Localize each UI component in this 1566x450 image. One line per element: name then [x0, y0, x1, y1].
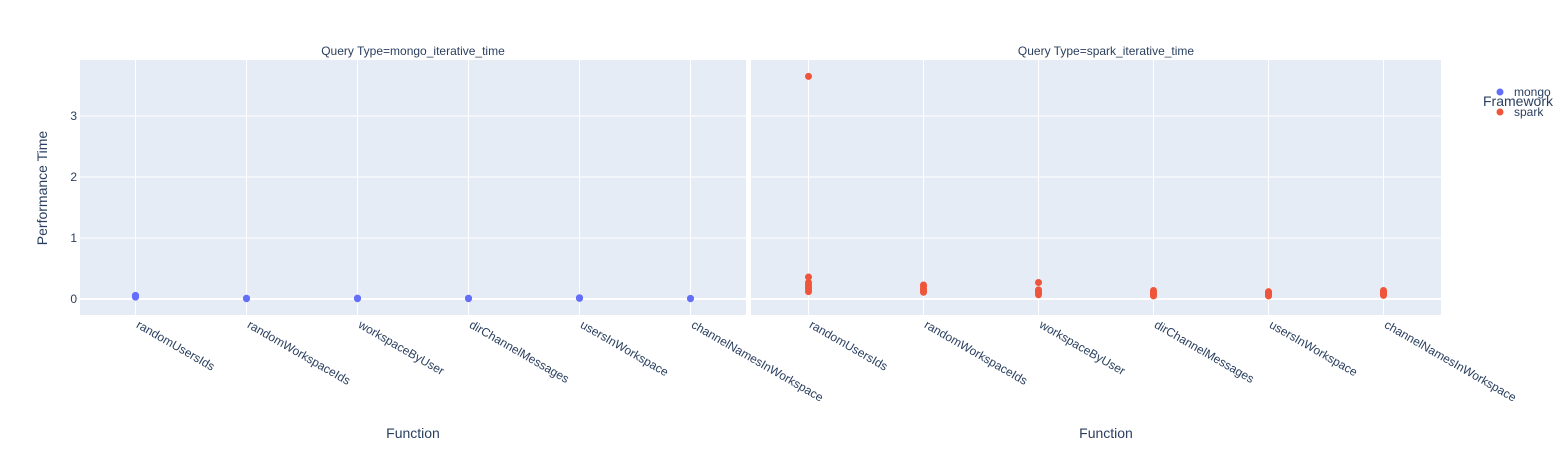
x-tick-label: usersInWorkspace	[578, 317, 671, 379]
scatter-point-spark[interactable]	[1035, 291, 1042, 299]
y-axis-title: Performance Time	[34, 131, 50, 246]
x-tick-label: randomUsersIds	[807, 317, 890, 373]
x-axis-title-mongo: Function	[386, 425, 440, 441]
legend-label-mongo: mongo	[1514, 85, 1551, 99]
x-axis-title-spark: Function	[1079, 425, 1133, 441]
x-tick-label: randomUsersIds	[134, 317, 217, 373]
scatter-point-mongo[interactable]	[465, 294, 472, 302]
scatter-point-spark[interactable]	[1035, 279, 1042, 287]
facet-panel-spark: Query Type=spark_iterative_time randomUs…	[751, 44, 1519, 405]
legend-item-spark[interactable]: spark	[1496, 105, 1545, 119]
scatter-point-mongo[interactable]	[576, 294, 583, 302]
scatter-point-mongo[interactable]	[354, 294, 361, 302]
legend-marker-spark	[1496, 108, 1504, 116]
x-tick-label: dirChannelMessages	[1152, 317, 1257, 385]
x-tick-label: workspaceByUser	[355, 317, 447, 378]
scatter-point-spark[interactable]	[805, 273, 812, 281]
y-tick-label: 1	[70, 231, 77, 245]
x-tick-label: channelNamesInWorkspace	[689, 317, 826, 404]
y-tick-label: 2	[70, 170, 77, 184]
legend: Framework mongo spark	[1483, 85, 1554, 119]
scatter-point-spark[interactable]	[805, 72, 812, 80]
plot-area-spark	[751, 60, 1441, 315]
y-tick-label: 0	[70, 292, 77, 306]
legend-marker-mongo	[1496, 88, 1504, 96]
scatter-point-spark[interactable]	[1265, 292, 1272, 300]
x-tick-label: randomWorkspaceIds	[922, 317, 1030, 387]
scatter-point-mongo[interactable]	[132, 291, 139, 299]
scatter-point-spark[interactable]	[1150, 292, 1157, 300]
x-tick-label: channelNamesInWorkspace	[1382, 317, 1519, 404]
y-tick-label: 3	[70, 109, 77, 123]
facet-panel-mongo: Query Type=mongo_iterative_time randomUs…	[80, 44, 826, 405]
x-tick-label: randomWorkspaceIds	[245, 317, 353, 387]
plot-area-mongo	[80, 60, 746, 315]
x-tick-label: usersInWorkspace	[1267, 317, 1360, 379]
x-tick-label: workspaceByUser	[1036, 317, 1128, 378]
legend-label-spark: spark	[1514, 105, 1544, 119]
scatter-point-mongo[interactable]	[243, 294, 250, 302]
legend-item-mongo[interactable]: mongo	[1496, 85, 1552, 99]
scatter-point-mongo[interactable]	[687, 294, 694, 302]
scatter-point-spark[interactable]	[920, 288, 927, 296]
x-tick-label: dirChannelMessages	[467, 317, 572, 385]
scatter-point-spark[interactable]	[1380, 291, 1387, 299]
scatter-point-spark[interactable]	[805, 288, 812, 296]
y-axis-ticks: 0 1 2 3	[70, 109, 77, 306]
facet-title-mongo: Query Type=mongo_iterative_time	[321, 44, 505, 58]
legend-title: Framework	[1483, 93, 1554, 109]
facet-title-spark: Query Type=spark_iterative_time	[1018, 44, 1195, 58]
